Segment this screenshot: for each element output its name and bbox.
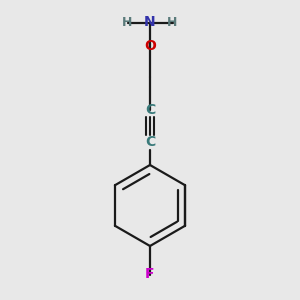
- Text: H: H: [122, 16, 133, 29]
- Text: C: C: [145, 103, 155, 116]
- Text: C: C: [145, 136, 155, 149]
- Text: F: F: [145, 268, 155, 281]
- Text: N: N: [144, 16, 156, 29]
- Text: O: O: [144, 40, 156, 53]
- Text: H: H: [167, 16, 178, 29]
